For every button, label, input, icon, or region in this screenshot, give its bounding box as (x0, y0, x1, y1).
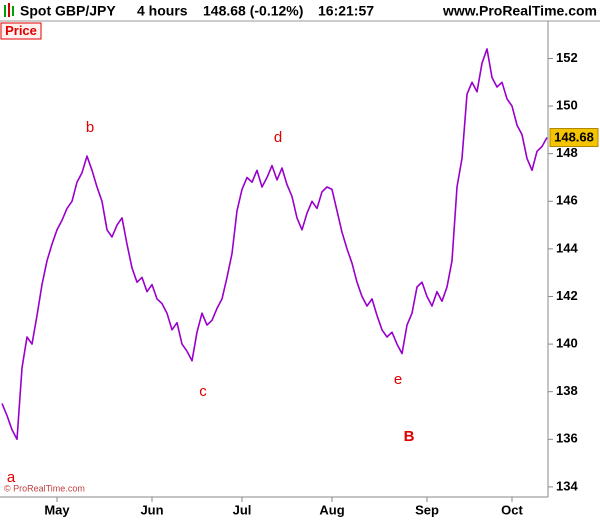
quote: 148.68 (-0.12%) (203, 3, 303, 19)
x-tick-label: Jun (140, 502, 163, 517)
y-tick-label: 136 (556, 431, 578, 446)
y-tick-label: 152 (556, 50, 578, 65)
x-tick-label: Aug (319, 502, 344, 517)
panel-label-box (0, 22, 42, 40)
y-tick-label: 146 (556, 193, 578, 208)
y-tick-label: 144 (556, 240, 578, 255)
copyright: © ProRealTime.com (4, 483, 85, 493)
last-price-box (549, 127, 599, 147)
wave-label: B (404, 428, 415, 445)
wave-label: d (274, 129, 282, 146)
y-tick-label: 148 (556, 145, 578, 160)
source: www.ProRealTime.com (442, 3, 597, 19)
price-line (1, 48, 548, 441)
last-price-label: 148.68 (554, 129, 594, 144)
x-tick-label: Sep (415, 502, 439, 517)
x-tick-label: Oct (501, 502, 523, 517)
wave-label: a (7, 469, 16, 486)
y-tick-label: 140 (556, 336, 578, 351)
y-tick-label: 138 (556, 383, 578, 398)
x-tick-label: May (44, 502, 70, 517)
y-tick-label: 142 (556, 288, 578, 303)
x-tick-label: Jul (233, 502, 252, 517)
wave-label: c (199, 383, 207, 400)
y-tick-label: 134 (556, 478, 578, 493)
y-tick-label: 150 (556, 98, 578, 113)
chart-title: Spot GBP/JPY (20, 3, 116, 19)
panel-label: Price (5, 23, 37, 38)
wave-label: e (394, 371, 402, 388)
wave-label: b (86, 119, 94, 136)
time: 16:21:57 (318, 3, 374, 19)
interval: 4 hours (137, 3, 188, 19)
header-icon (4, 3, 14, 17)
